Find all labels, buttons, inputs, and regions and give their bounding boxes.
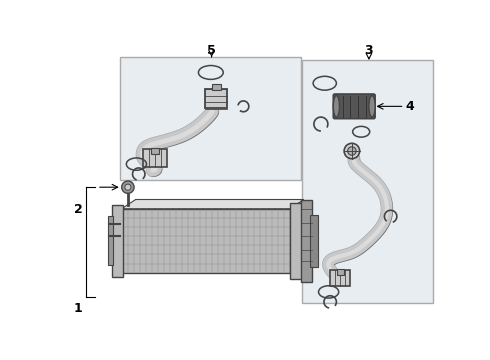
Bar bbox=[212, 84, 220, 90]
Text: 5: 5 bbox=[207, 44, 216, 57]
Bar bbox=[144, 149, 167, 167]
Circle shape bbox=[347, 147, 356, 155]
Bar bbox=[330, 270, 350, 286]
Text: 3: 3 bbox=[365, 44, 373, 57]
Bar bbox=[108, 216, 113, 265]
Text: 4: 4 bbox=[406, 100, 415, 113]
Text: 1: 1 bbox=[74, 302, 83, 315]
Bar bbox=[337, 269, 344, 275]
Bar bbox=[112, 205, 123, 276]
Bar bbox=[290, 203, 302, 279]
Circle shape bbox=[125, 184, 131, 190]
Polygon shape bbox=[122, 264, 304, 273]
Bar bbox=[120, 57, 301, 180]
Bar bbox=[310, 215, 318, 266]
Bar bbox=[122, 209, 290, 273]
Ellipse shape bbox=[333, 95, 340, 117]
Polygon shape bbox=[136, 199, 304, 264]
Bar bbox=[302, 60, 433, 303]
Bar bbox=[151, 148, 159, 154]
Circle shape bbox=[344, 143, 360, 159]
Text: 2: 2 bbox=[74, 203, 83, 216]
Bar bbox=[301, 199, 312, 282]
Circle shape bbox=[122, 181, 134, 193]
Bar bbox=[205, 90, 227, 108]
Polygon shape bbox=[122, 199, 304, 209]
FancyBboxPatch shape bbox=[333, 94, 375, 119]
Ellipse shape bbox=[369, 95, 375, 117]
